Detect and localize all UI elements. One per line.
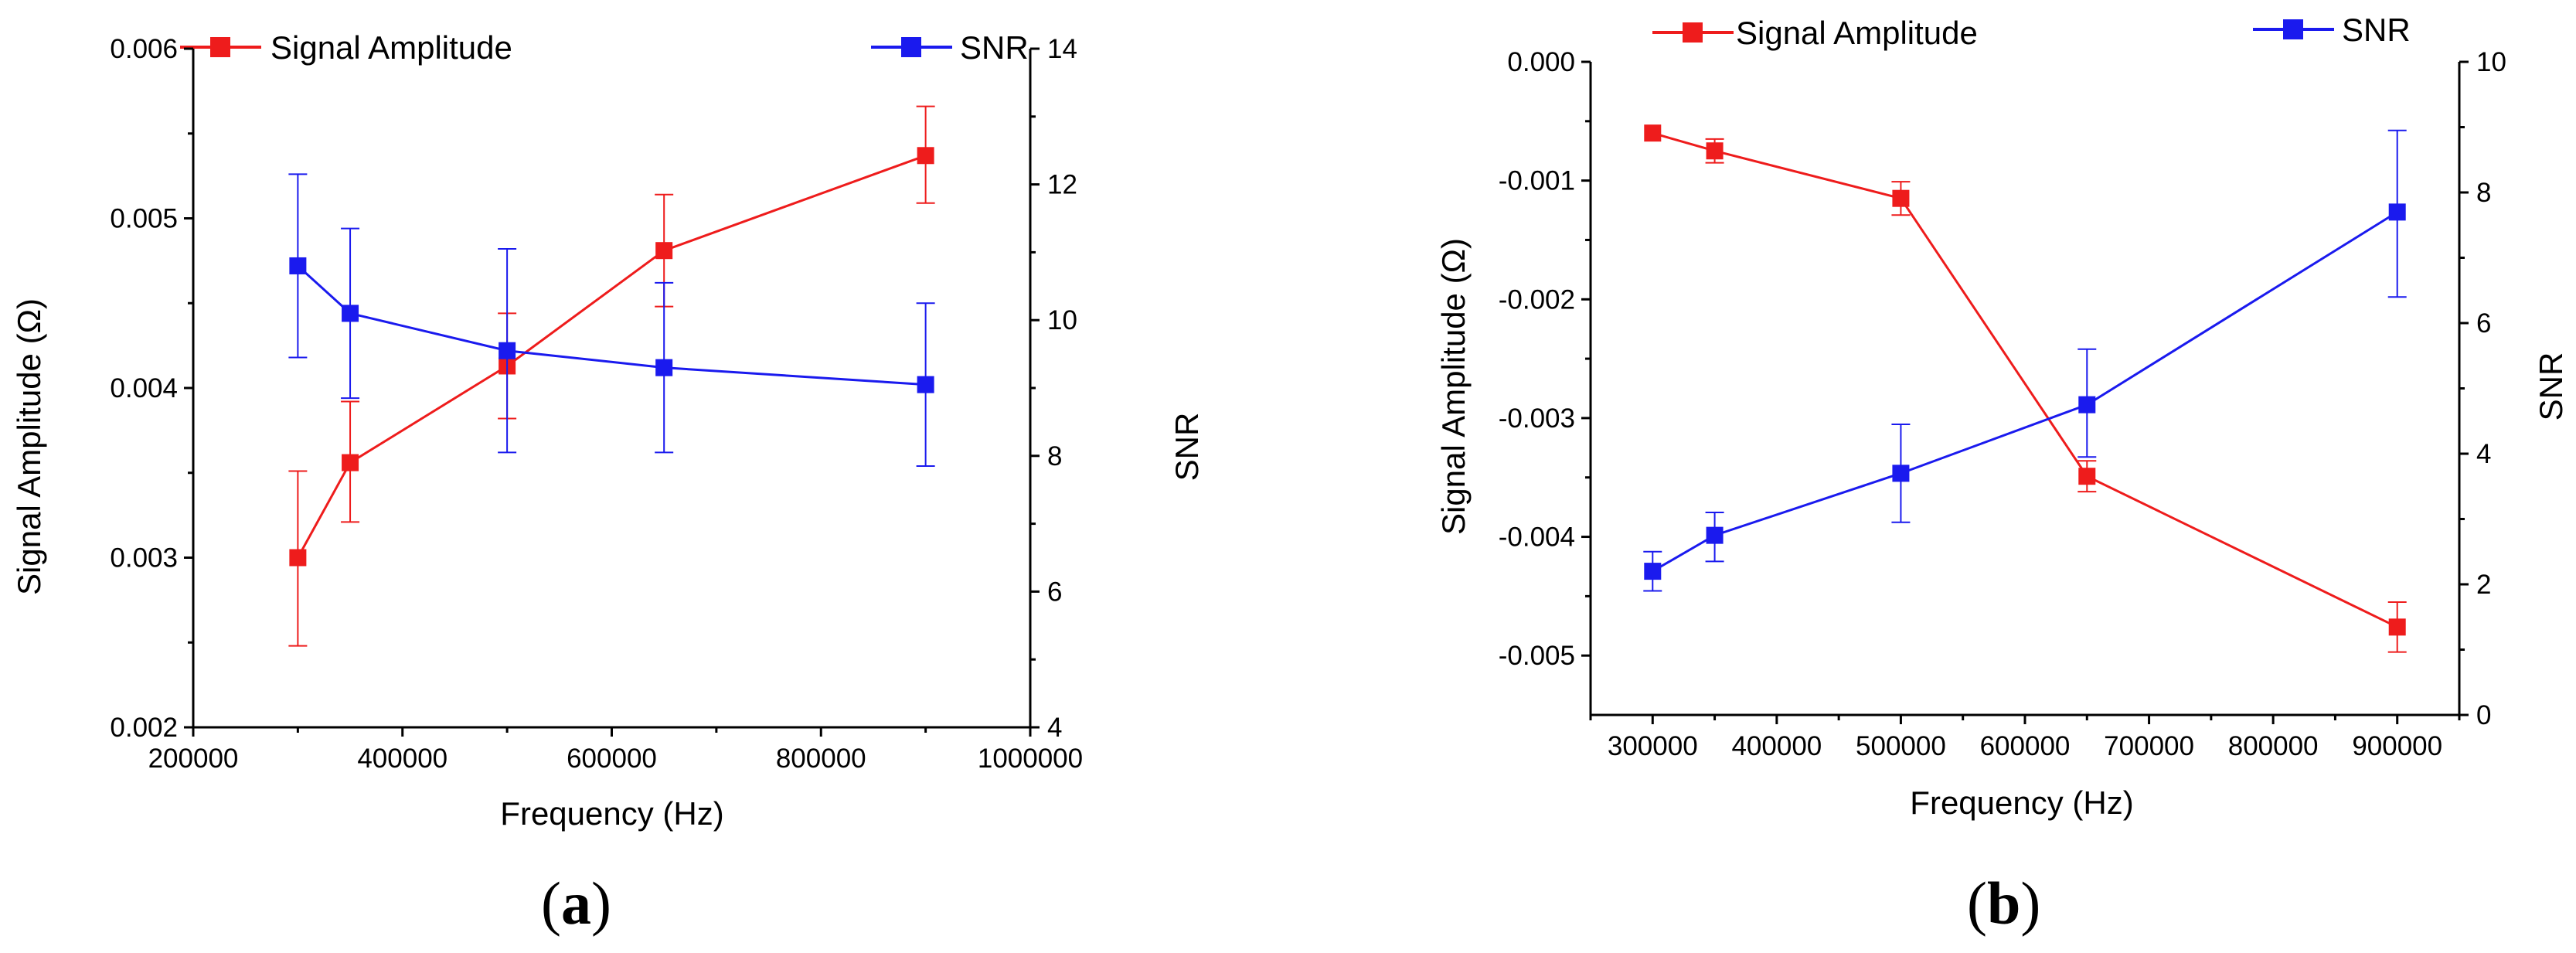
axes-b: 300000 400000 500000 600000 700000 800000 9000…	[1499, 47, 2506, 761]
chart-b: Signal Amplitude SNR 300000 400000 500000 6…	[1435, 12, 2569, 937]
y-tick-label-a: 0.005	[110, 204, 178, 234]
y2-tick-label-b: 6	[2476, 308, 2491, 339]
data-point-snr-b	[1706, 526, 1724, 544]
y2-tick-label-b: 10	[2476, 47, 2506, 77]
data-point-snr-a	[655, 359, 673, 376]
x-tick-label-a: 800000	[776, 744, 866, 774]
data-point-snr-a	[499, 342, 516, 359]
x-tick-label-b: 700000	[2104, 731, 2194, 761]
data-point-amplitude-b	[2388, 618, 2406, 636]
y-axis-title-b: Signal Amplitude (Ω)	[1435, 238, 1472, 535]
y-tick-label-b: -0.005	[1499, 641, 1575, 671]
data-point-amplitude-b	[2078, 468, 2096, 485]
legend-b: Signal Amplitude SNR	[1652, 12, 2411, 51]
y-tick-label-b: -0.003	[1499, 403, 1575, 434]
legend-a-amplitude-marker	[210, 37, 230, 57]
x-tick-label-b: 600000	[1980, 731, 2071, 761]
panel-label-a: (a)	[541, 870, 611, 937]
y-tick-label-a: 0.004	[110, 373, 178, 403]
data-point-amplitude-a	[289, 549, 307, 567]
data-point-snr-a	[917, 376, 934, 393]
data-point-snr-b	[2078, 396, 2096, 414]
y-tick-label-b: -0.001	[1499, 166, 1575, 196]
data-point-snr-b	[1644, 563, 1662, 580]
x-tick-label-a: 1000000	[978, 744, 1083, 774]
legend-b-amplitude-label: Signal Amplitude	[1736, 15, 1978, 51]
y2-tick-label-b: 0	[2476, 700, 2491, 730]
x-tick-label-b: 500000	[1856, 731, 1946, 761]
y2-tick-label-a: 6	[1047, 577, 1062, 607]
data-point-snr-b	[1892, 465, 1910, 482]
legend-b-snr-marker	[2283, 19, 2303, 39]
x-axis-title-a: Frequency (Hz)	[500, 795, 723, 832]
data-point-snr-b	[2388, 203, 2406, 221]
x-axis-title-b: Frequency (Hz)	[1910, 785, 2133, 821]
y2-tick-label-a: 12	[1047, 170, 1077, 200]
y-axis-title-a: Signal Amplitude (Ω)	[11, 298, 47, 595]
legend-a-amplitude-label: Signal Amplitude	[271, 29, 512, 66]
y-tick-label-a: 0.003	[110, 543, 178, 574]
y2-tick-label-a: 8	[1047, 441, 1062, 471]
chart-a: Signal Amplitude SNR 200000 400000 600000 8…	[11, 29, 1205, 937]
x-tick-label-b: 300000	[1608, 731, 1698, 761]
series-amplitude-b	[1644, 124, 2407, 653]
y-tick-label-b: -0.002	[1499, 284, 1575, 315]
legend-b-amplitude-marker	[1683, 22, 1703, 43]
data-point-amplitude-b	[1644, 124, 1662, 142]
data-point-amplitude-a	[655, 242, 673, 260]
y2-tick-label-b: 4	[2476, 439, 2491, 469]
x-tick-label-b: 400000	[1731, 731, 1822, 761]
y-tick-label-a: 0.002	[110, 713, 178, 743]
x-tick-label-b: 800000	[2228, 731, 2319, 761]
y-tick-label-b: 0.000	[1507, 47, 1575, 77]
data-point-snr-a	[289, 257, 307, 274]
series-snr-a	[288, 173, 935, 467]
legend-b-snr-label: SNR	[2342, 12, 2411, 48]
y2-tick-label-a: 14	[1047, 34, 1077, 64]
x-tick-label-a: 600000	[567, 744, 657, 774]
data-point-amplitude-a	[917, 147, 934, 165]
x-tick-label-b: 900000	[2352, 731, 2442, 761]
plot-area-b	[1643, 124, 2407, 653]
panel-label-b-letter: b	[1987, 870, 2020, 937]
y-tick-label-b: -0.004	[1499, 522, 1575, 553]
data-point-amplitude-b	[1892, 189, 1910, 207]
panel-label-a-letter: a	[561, 870, 591, 937]
x-tick-label-a: 400000	[357, 744, 447, 774]
y-tick-label-a: 0.006	[110, 34, 178, 64]
x-tick-label-a: 200000	[148, 744, 239, 774]
y2-axis-title-b: SNR	[2533, 352, 2569, 421]
y2-tick-label-a: 10	[1047, 305, 1077, 335]
data-point-amplitude-a	[342, 454, 359, 471]
y2-tick-label-b: 2	[2476, 570, 2491, 600]
legend-a-snr-label: SNR	[960, 29, 1029, 66]
y2-axis-title-a: SNR	[1169, 413, 1205, 482]
series-snr-b	[1643, 129, 2407, 592]
axes-a: 200000 400000 600000 800000 1000000 0.002 0.00…	[110, 34, 1083, 774]
data-point-snr-a	[342, 305, 359, 322]
legend-a-snr-marker	[901, 37, 921, 57]
data-point-amplitude-b	[1706, 142, 1724, 160]
legend-a: Signal Amplitude SNR	[180, 29, 1029, 66]
plot-area-a	[288, 105, 935, 647]
y2-tick-label-a: 4	[1047, 713, 1062, 743]
panel-label-b: (b)	[1967, 870, 2040, 937]
y2-tick-label-b: 8	[2476, 178, 2491, 208]
